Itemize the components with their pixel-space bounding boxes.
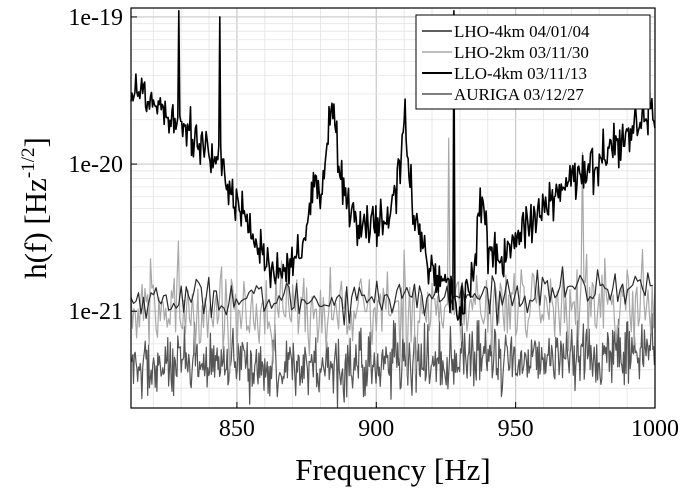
- x-axis-title: Frequency [Hz]: [295, 452, 490, 487]
- y-axis-title: h(f) [Hz-1/2]: [18, 137, 53, 279]
- y-axis-title-close: ]: [18, 137, 53, 147]
- legend: LHO-4km 04/01/04 LHO-2km 03/11/30 LLO-4km …: [415, 14, 651, 110]
- series-line-lho-4km-04-01-04: [130, 266, 653, 326]
- x-tick-label: 950: [498, 416, 534, 442]
- legend-label: AURIGA 03/12/27: [454, 85, 584, 104]
- x-tick-label: 900: [358, 416, 394, 442]
- x-tick-label: 850: [219, 416, 255, 442]
- legend-label: LLO-4km 03/11/13: [454, 64, 587, 83]
- legend-box: [415, 14, 651, 110]
- tick-layer: 850 900 950 1000 1e-19 1e-20 1e-21: [68, 5, 679, 442]
- series-line-llo-4km-03-11-13: [130, 10, 656, 327]
- y-axis-title-exponent: -1/2: [18, 148, 39, 179]
- series-line-lho-2km-03-11-30: [130, 137, 656, 377]
- series-line-auriga-03-12-27: [130, 313, 655, 409]
- x-tick-label: 1000: [631, 416, 679, 442]
- series-layer: [130, 10, 656, 409]
- plot-frame: [130, 7, 656, 409]
- y-tick-label: 1e-20: [68, 152, 123, 178]
- legend-label: LHO-2km 03/11/30: [454, 43, 589, 62]
- y-axis-title-main: h(f) [Hz: [18, 178, 53, 279]
- legend-label: LHO-4km 04/01/04: [454, 22, 590, 41]
- y-tick-label: 1e-21: [68, 299, 123, 325]
- y-tick-label: 1e-19: [68, 5, 123, 31]
